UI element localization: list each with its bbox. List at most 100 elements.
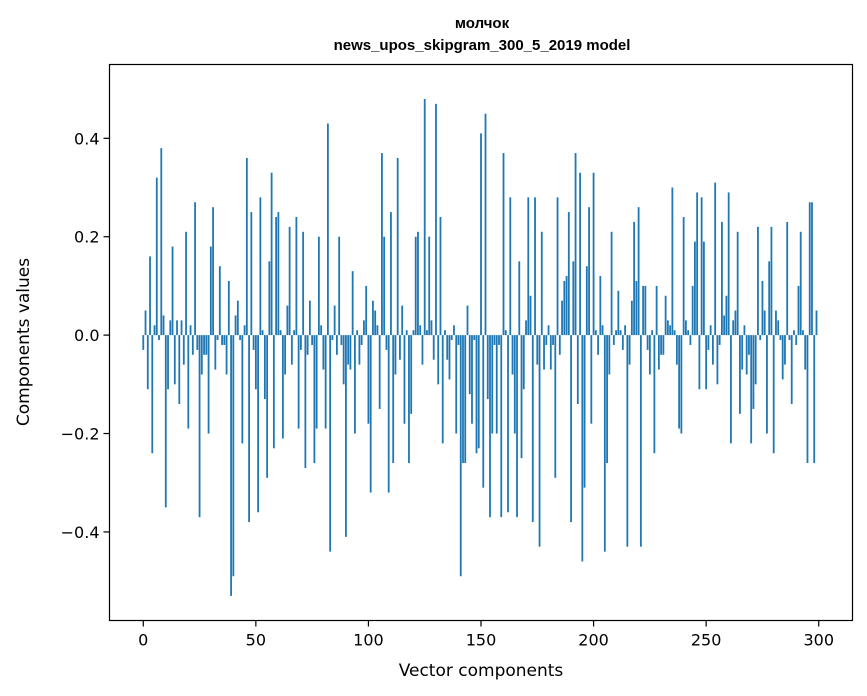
bar-148 [475, 335, 478, 454]
bar-76 [313, 335, 316, 464]
bar-100 [367, 335, 370, 424]
bar-88 [340, 335, 343, 345]
bar-259 [725, 295, 728, 336]
bar-99 [365, 285, 368, 336]
bar-240 [682, 217, 685, 336]
bar-28 [205, 335, 208, 355]
bar-0 [142, 335, 145, 350]
bar-12 [169, 320, 172, 336]
bar-112 [394, 335, 397, 375]
bar-270 [750, 335, 753, 444]
bar-251 [707, 335, 710, 350]
bar-177 [540, 231, 543, 336]
chart-subtitle: news_upos_skipgram_300_5_2019 model [334, 37, 631, 54]
bar-122 [417, 231, 419, 336]
bar-79 [320, 325, 323, 336]
bar-33 [216, 335, 219, 341]
bar-261 [730, 335, 732, 444]
bar-204 [601, 325, 604, 336]
bar-196 [583, 335, 586, 488]
bar-282 [777, 320, 780, 336]
bar-224 [646, 335, 649, 350]
bar-96 [358, 335, 361, 365]
bar-84 [331, 335, 334, 341]
bar-83 [329, 335, 332, 552]
bar-236 [673, 330, 676, 336]
bar-29 [207, 335, 210, 434]
bar-38 [227, 281, 230, 336]
bar-116 [403, 335, 406, 424]
chart-title: молчок [455, 15, 510, 32]
bar-157 [495, 335, 498, 434]
bar-86 [336, 335, 338, 355]
bar-6 [155, 177, 158, 336]
x-tick-label: 200 [578, 631, 609, 650]
bar-161 [504, 330, 507, 336]
bar-184 [556, 197, 559, 336]
bar-80 [322, 335, 325, 370]
bar-267 [743, 325, 746, 336]
bar-238 [678, 335, 681, 429]
bar-180 [547, 325, 550, 336]
bar-197 [585, 266, 588, 336]
bar-234 [669, 325, 672, 336]
bar-92 [349, 335, 352, 370]
bar-51 [257, 335, 259, 513]
bar-1 [144, 310, 147, 336]
bar-228 [655, 285, 658, 336]
bar-144 [466, 305, 469, 336]
bar-67 [293, 330, 296, 336]
bar-146 [471, 335, 473, 424]
bar-174 [534, 197, 536, 336]
bar-60 [277, 212, 280, 336]
bar-135 [446, 335, 449, 360]
bar-218 [633, 221, 635, 336]
bar-125 [423, 98, 426, 336]
bar-151 [482, 335, 485, 488]
bar-164 [511, 335, 514, 375]
bar-118 [408, 335, 410, 464]
bar-190 [570, 335, 572, 523]
bar-97 [360, 335, 363, 345]
bar-55 [266, 335, 269, 478]
bar-294 [804, 335, 807, 370]
bar-254 [714, 182, 717, 336]
bar-229 [657, 335, 660, 370]
bar-195 [581, 335, 584, 562]
bar-48 [250, 212, 253, 336]
bar-286 [786, 221, 789, 336]
bar-296 [808, 202, 811, 336]
bar-27 [203, 335, 205, 355]
bar-159 [500, 335, 503, 518]
bar-178 [543, 335, 545, 370]
bar-45 [243, 325, 246, 336]
bar-117 [405, 330, 408, 336]
bar-124 [421, 335, 424, 365]
bar-152 [484, 113, 487, 336]
bar-7 [158, 335, 160, 341]
bar-59 [275, 217, 278, 336]
bar-181 [549, 335, 552, 370]
bar-141 [459, 335, 462, 577]
bar-179 [545, 335, 548, 345]
bar-182 [552, 335, 554, 345]
bar-215 [626, 335, 629, 547]
bar-249 [703, 241, 705, 336]
bar-106 [381, 153, 383, 336]
bar-220 [637, 207, 640, 336]
bar-78 [317, 236, 320, 336]
bar-188 [565, 276, 568, 336]
bar-91 [347, 335, 350, 365]
bar-185 [558, 335, 561, 355]
bar-160 [502, 153, 505, 336]
bar-222 [642, 285, 645, 336]
bar-285 [784, 335, 786, 365]
bar-69 [297, 335, 300, 429]
bar-199 [590, 335, 593, 424]
bar-82 [327, 123, 329, 336]
bar-209 [612, 335, 615, 345]
bar-102 [372, 300, 374, 336]
bar-119 [410, 335, 413, 414]
bar-111 [392, 335, 395, 464]
bar-150 [480, 133, 482, 336]
